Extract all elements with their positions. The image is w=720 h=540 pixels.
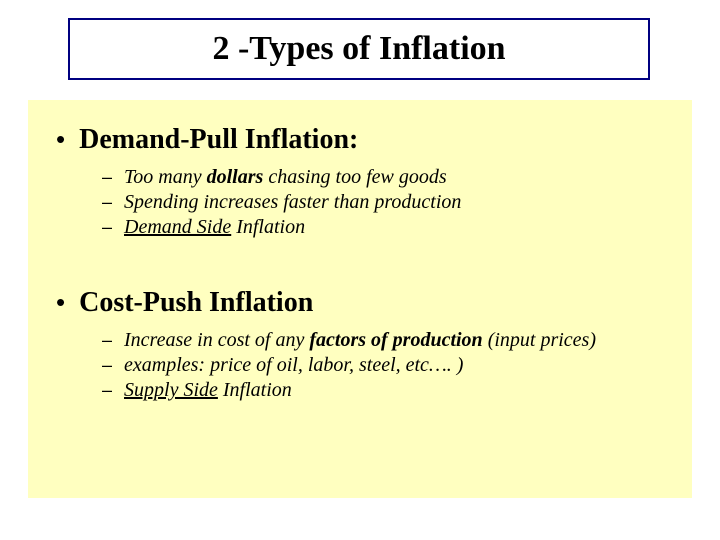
- list-item: – Demand Side Inflation: [102, 216, 672, 239]
- item-text: Demand Side Inflation: [124, 216, 305, 239]
- dash-icon: –: [102, 355, 112, 376]
- title-box: 2 -Types of Inflation: [68, 18, 650, 80]
- text-part: Increase in cost of any: [124, 329, 309, 351]
- section-1-heading-row: • Demand-Pull Inflation:: [48, 124, 672, 156]
- text-part: (input prices): [483, 329, 596, 351]
- list-item: – Increase in cost of any factors of pro…: [102, 329, 672, 352]
- list-item: – examples: price of oil, labor, steel, …: [102, 354, 672, 377]
- text-bold: dollars: [207, 166, 264, 188]
- section-2-heading-row: • Cost-Push Inflation: [48, 287, 672, 319]
- text-underline: Demand Side: [124, 216, 231, 238]
- bullet-icon: •: [56, 124, 65, 155]
- section-2-list: – Increase in cost of any factors of pro…: [102, 329, 672, 402]
- text-part: Inflation: [231, 216, 305, 238]
- item-text: Too many dollars chasing too few goods: [124, 166, 447, 189]
- bullet-icon: •: [56, 287, 65, 318]
- dash-icon: –: [102, 192, 112, 213]
- section-1-heading: Demand-Pull Inflation:: [79, 124, 358, 156]
- text-underline: Supply Side: [124, 379, 218, 401]
- section-2-heading: Cost-Push Inflation: [79, 287, 313, 319]
- dash-icon: –: [102, 217, 112, 238]
- list-item: – Spending increases faster than product…: [102, 191, 672, 214]
- section-1-list: – Too many dollars chasing too few goods…: [102, 166, 672, 239]
- item-text: examples: price of oil, labor, steel, et…: [124, 354, 463, 377]
- item-text: Increase in cost of any factors of produ…: [124, 329, 596, 352]
- text-part: Inflation: [218, 379, 292, 401]
- list-item: – Supply Side Inflation: [102, 379, 672, 402]
- dash-icon: –: [102, 380, 112, 401]
- text-part: chasing too few goods: [263, 166, 446, 188]
- text-part: Too many: [124, 166, 207, 188]
- list-item: – Too many dollars chasing too few goods: [102, 166, 672, 189]
- dash-icon: –: [102, 167, 112, 188]
- item-text: Supply Side Inflation: [124, 379, 292, 402]
- text-bold: factors of production: [309, 329, 482, 351]
- slide-title: 2 -Types of Inflation: [212, 30, 505, 68]
- item-text: Spending increases faster than productio…: [124, 191, 461, 214]
- dash-icon: –: [102, 330, 112, 351]
- content-box: • Demand-Pull Inflation: – Too many doll…: [28, 100, 692, 498]
